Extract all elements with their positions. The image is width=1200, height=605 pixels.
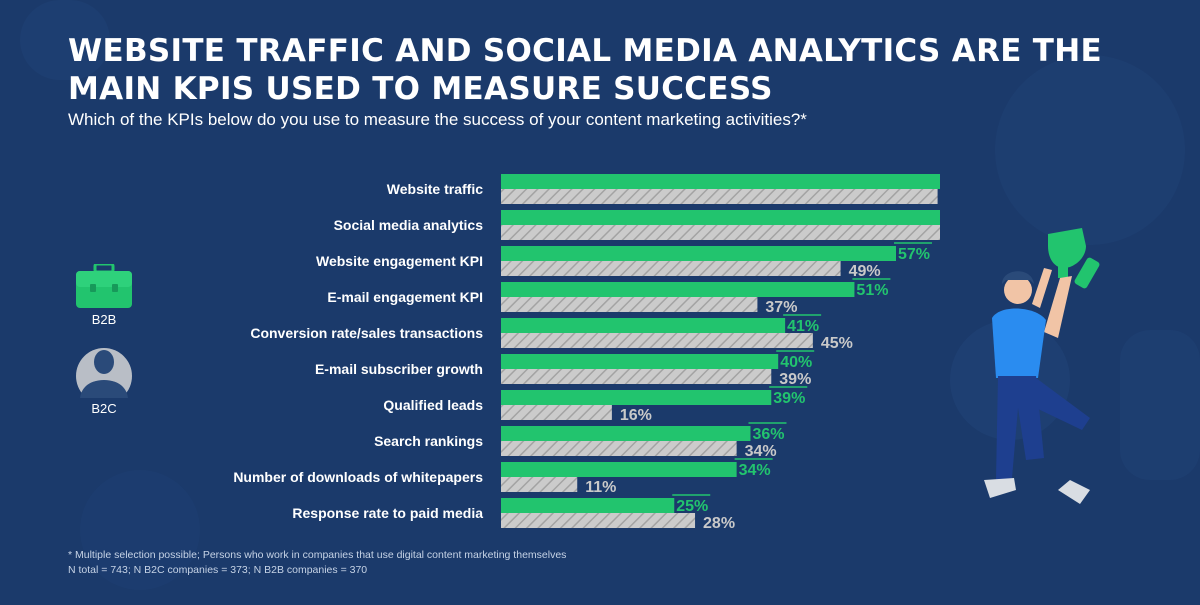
bar-b2b [501,426,751,441]
category-label: E-mail subscriber growth [315,361,483,377]
data-label-b2c: 11% [585,479,616,496]
data-label-b2b: 51% [856,282,888,299]
data-label-b2b: 25% [676,498,708,515]
category-label: Number of downloads of whitepapers [233,469,483,485]
data-label-b2b: 34% [739,462,771,479]
data-label-b2c: 39% [779,371,811,388]
bar-b2b [501,174,940,189]
footnote-line-1: * Multiple selection possible; Persons w… [68,549,567,561]
category-label: Website engagement KPI [316,253,483,269]
data-label-b2b: 41% [787,318,819,335]
data-label-b2b: 57% [898,246,930,263]
bar-b2b [501,282,855,297]
bar-b2c [501,441,737,456]
bar-b2c [501,225,940,240]
data-label-b2c: 16% [620,407,652,424]
bar-chart: Website traffic70%63%Social media analyt… [233,174,940,532]
bar-b2c [501,333,813,348]
bar-b2c [501,369,772,384]
person-icon [76,348,132,398]
bar-b2b [501,498,675,513]
bar-b2b [501,390,772,405]
bar-b2b [501,354,779,369]
briefcase-icon [76,264,132,308]
category-label: Social media analytics [334,217,484,233]
category-label: Response rate to paid media [292,505,483,521]
data-label-b2c: 49% [849,263,881,280]
data-label-b2c: 45% [821,335,853,352]
bar-b2c [501,261,841,276]
bar-b2b [501,210,940,225]
page-title: WEBSITE TRAFFIC AND SOCIAL MEDIA ANALYTI… [68,33,1102,107]
footnote: * Multiple selection possible; Persons w… [68,548,566,578]
page-subtitle: Which of the KPIs below do you use to me… [68,110,807,129]
celebrating-person-illustration [984,228,1100,504]
category-label: Search rankings [374,433,483,449]
data-label-b2b: 39% [773,390,805,407]
category-label: E-mail engagement KPI [327,289,483,305]
data-label-b2b: 36% [752,426,784,443]
bar-b2c [501,513,696,528]
bar-b2c [501,189,938,204]
category-label: Website traffic [387,181,483,197]
bar-b2b [501,318,786,333]
bar-b2b [501,462,737,477]
data-label-b2c: 37% [765,299,797,316]
bar-b2c [501,405,612,420]
data-label-b2b: 40% [780,354,812,371]
legend-b2c-label: B2C [91,401,117,416]
data-label-b2c: 34% [745,443,777,460]
category-label: Qualified leads [383,397,483,413]
bar-b2c [501,477,578,492]
category-label: Conversion rate/sales transactions [250,325,483,341]
bar-b2c [501,297,758,312]
footnote-line-2: N total = 743; N B2C companies = 373; N … [68,564,368,576]
bar-b2b [501,246,897,261]
data-label-b2c: 28% [703,515,735,532]
legend-b2b-label: B2B [91,312,117,327]
